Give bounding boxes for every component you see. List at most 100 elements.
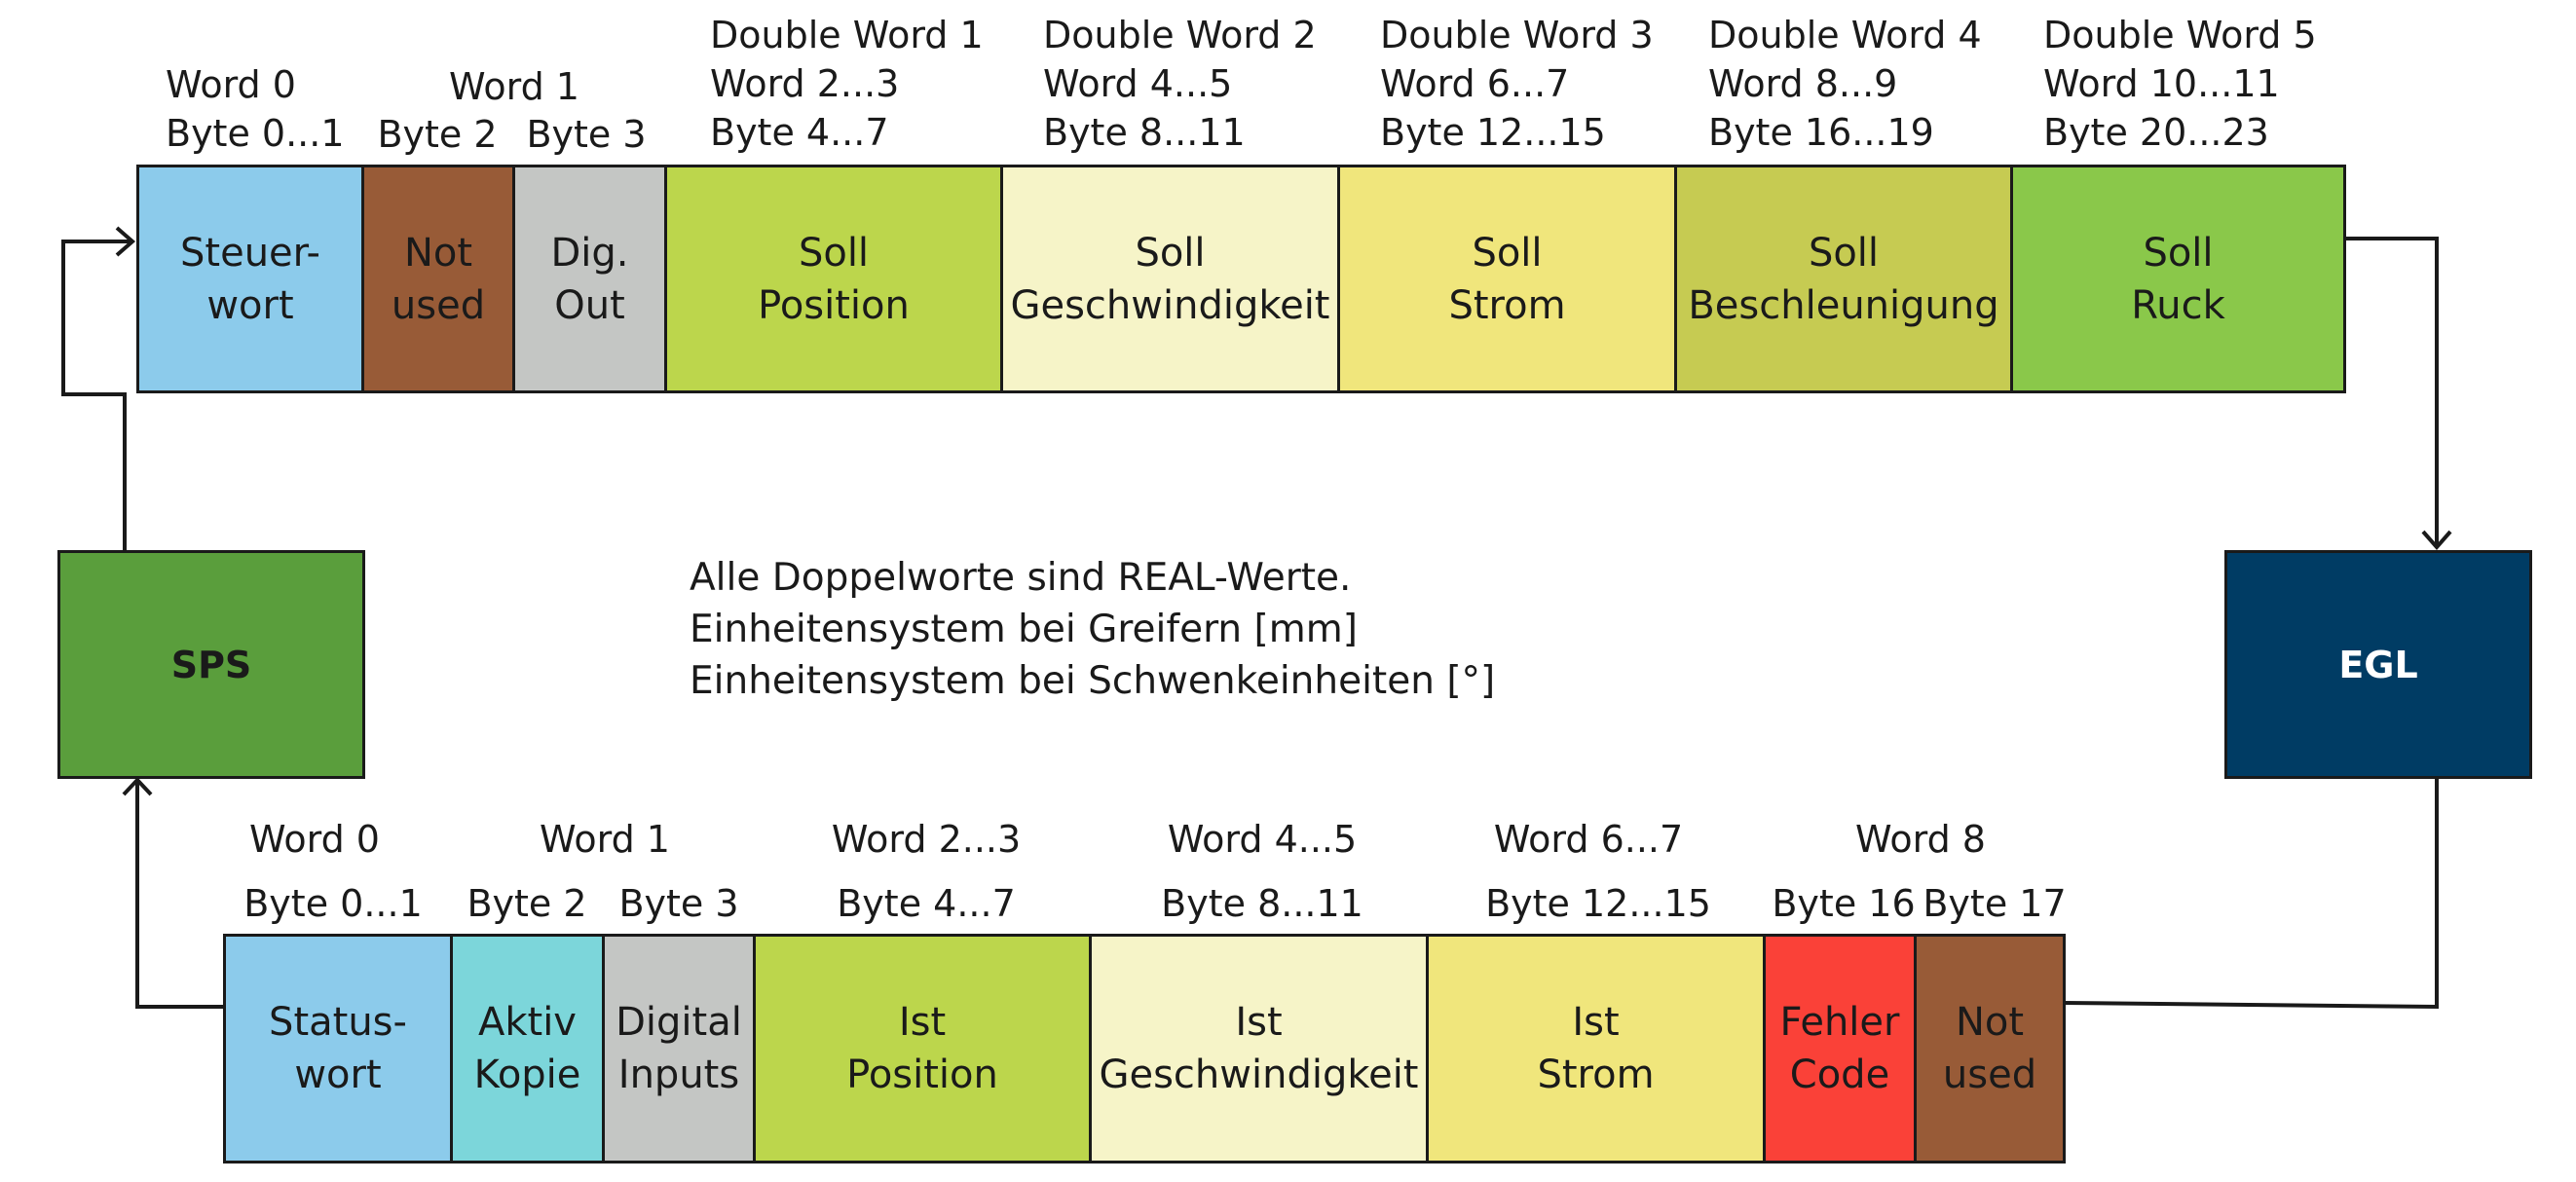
input-cell-ist-geschwindigkeit: Ist Geschwindigkeit — [1089, 934, 1429, 1164]
output-header-word0: Word 0 Byte 0...1 — [166, 60, 345, 158]
cell-line: Geschwindigkeit — [1099, 1053, 1419, 1097]
cell-line: Status- — [269, 1000, 407, 1045]
note-line: Alle Doppelworte sind REAL-Werte. — [690, 556, 1352, 600]
header-line: Word 0 — [166, 63, 296, 106]
input-header-word0: Word 0 — [249, 815, 380, 864]
input-header-word45: Word 4...5 — [1168, 815, 1357, 864]
cell-line: Fehler — [1779, 1000, 1900, 1045]
output-cell-dig-out: Dig. Out — [512, 165, 667, 393]
header-line: Byte 12...15 — [1485, 882, 1711, 925]
header-line: Byte 3 — [526, 113, 647, 156]
header-line: Word 2...3 — [710, 62, 900, 105]
header-line: Word 1 — [449, 65, 579, 108]
header-line: Word 8 — [1855, 818, 1986, 861]
output-header-dw5: Double Word 5 Word 10...11 Byte 20...23 — [2043, 11, 2317, 157]
header-line: Byte 8...11 — [1043, 111, 1246, 154]
cell-line: Ist — [898, 1000, 947, 1045]
cell-line: Aktiv — [477, 1000, 577, 1045]
cell-line: Soll — [1135, 230, 1206, 276]
output-header-dw2: Double Word 2 Word 4...5 Byte 8...11 — [1043, 11, 1317, 157]
header-line: Byte 17 — [1923, 882, 2067, 925]
cell-line: used — [391, 282, 486, 328]
header-line: Word 10...11 — [2043, 62, 2280, 105]
cell-line: wort — [294, 1053, 382, 1097]
cell-line: Ist — [1572, 1000, 1620, 1045]
header-line: Word 4...5 — [1167, 818, 1358, 861]
header-line: Word 4...5 — [1043, 62, 1233, 105]
output-cell-soll-geschwindigkeit: Soll Geschwindigkeit — [1000, 165, 1340, 393]
arrow-head-sps — [122, 777, 153, 796]
cell-line: Beschleunigung — [1688, 282, 1999, 328]
header-line: Double Word 1 — [710, 14, 984, 56]
input-cell-digital-inputs: Digital Inputs — [602, 934, 756, 1164]
header-line: Double Word 3 — [1380, 14, 1654, 56]
header-line: Byte 4...7 — [710, 111, 889, 154]
cell-line: Ist — [1235, 1000, 1283, 1045]
output-cell-steuerwort: Steuer-wort — [136, 165, 364, 393]
header-line: Byte 16 — [1772, 882, 1916, 925]
input-cell-statuswort: Status-wort — [223, 934, 453, 1164]
header-line: Byte 0...1 — [166, 112, 345, 155]
header-line: Byte 12...15 — [1380, 111, 1606, 154]
input-header-word67: Word 6...7 — [1494, 815, 1683, 864]
cell-line: Digital — [616, 1000, 742, 1045]
input-cell-fehler-code: Fehler Code — [1763, 934, 1917, 1164]
input-cell-ist-position: Ist Position — [753, 934, 1092, 1164]
arrow-input-to-sps — [135, 780, 225, 1009]
cell-line: Soll — [1472, 230, 1543, 276]
input-cell-aktiv-kopie: Aktiv Kopie — [450, 934, 605, 1164]
output-header-dw1: Double Word 1 Word 2...3 Byte 4...7 — [710, 11, 984, 157]
output-cell-soll-position: Soll Position — [664, 165, 1003, 393]
arrow-sps-to-output — [61, 240, 132, 550]
cell-line: Strom — [1448, 282, 1566, 328]
cell-line: Dig. — [550, 230, 629, 276]
cell-line: Steuer- — [180, 230, 320, 276]
input-cell-not-used: Not used — [1914, 934, 2066, 1164]
cell-line: Ruck — [2131, 282, 2225, 328]
input-header-byte47: Byte 4...7 — [837, 879, 1016, 928]
output-cell-soll-ruck: Soll Ruck — [2010, 165, 2346, 393]
input-cell-ist-strom: Ist Strom — [1426, 934, 1766, 1164]
output-header-dw3: Double Word 3 Word 6...7 Byte 12...15 — [1380, 11, 1654, 157]
cell-line: used — [1942, 1053, 2037, 1097]
input-header-word8: Word 8 — [1855, 815, 1986, 864]
arrow-egl-to-input — [2063, 779, 2439, 1010]
output-header-byte2: Byte 2 — [377, 110, 497, 159]
header-line: Byte 8...11 — [1161, 882, 1363, 925]
input-header-byte2: Byte 2 — [467, 879, 586, 928]
cell-line: Code — [1789, 1053, 1890, 1097]
output-header-word1: Word 1 — [449, 62, 579, 111]
header-line: Byte 20...23 — [2043, 111, 2269, 154]
input-header-byte811: Byte 8...11 — [1161, 879, 1363, 928]
note-line: Einheitensystem bei Greifern [mm] — [690, 608, 1358, 651]
cell-line: wort — [206, 282, 294, 328]
cell-line: Soll — [1808, 230, 1880, 276]
cell-line: Not — [1955, 1000, 2025, 1045]
header-line: Byte 3 — [618, 882, 739, 925]
header-line: Word 2...3 — [831, 818, 1022, 861]
output-header-byte3: Byte 3 — [526, 110, 646, 159]
note-text: Alle Doppelworte sind REAL-Werte. Einhei… — [690, 552, 1495, 707]
egl-box: EGL — [2224, 550, 2532, 779]
cell-line: Geschwindigkeit — [1010, 282, 1330, 328]
arrow-output-to-egl — [2344, 237, 2439, 547]
cell-line: Soll — [2143, 230, 2214, 276]
output-header-dw4: Double Word 4 Word 8...9 Byte 16...19 — [1708, 11, 1982, 157]
header-line: Double Word 2 — [1043, 14, 1317, 56]
header-line: Byte 16...19 — [1708, 111, 1934, 154]
input-header-byte3: Byte 3 — [618, 879, 738, 928]
cell-line: Out — [554, 282, 625, 328]
header-line: Word 1 — [540, 818, 670, 861]
header-line: Byte 0...1 — [243, 882, 423, 925]
cell-line: Position — [846, 1053, 998, 1097]
arrow-head-egl — [2421, 530, 2452, 551]
cell-line: Position — [758, 282, 910, 328]
header-line: Word 8...9 — [1708, 62, 1898, 105]
input-header-byte01: Byte 0...1 — [243, 879, 423, 928]
cell-line: Kopie — [473, 1053, 581, 1097]
header-line: Double Word 4 — [1708, 14, 1982, 56]
header-line: Word 0 — [249, 818, 380, 861]
input-header-word1: Word 1 — [540, 815, 670, 864]
input-header-byte1215: Byte 12...15 — [1485, 879, 1711, 928]
